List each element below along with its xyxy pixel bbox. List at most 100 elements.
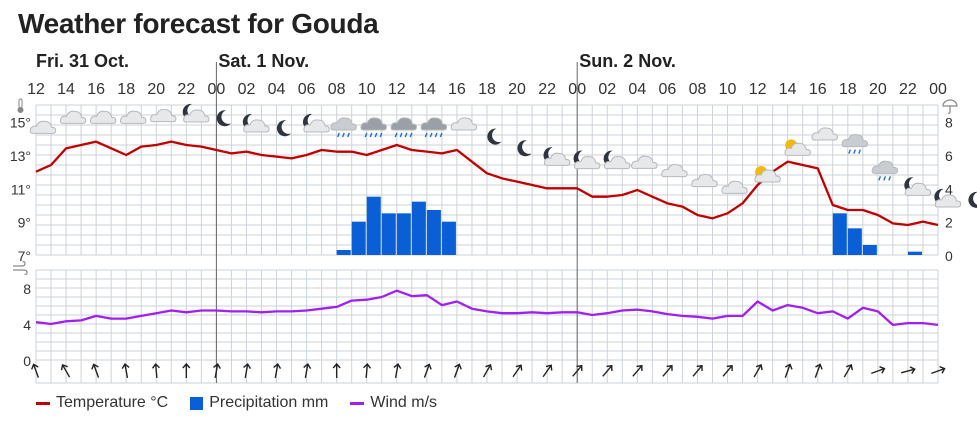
- hour-tick-label: 12: [388, 81, 406, 98]
- cloud-icon: [59, 110, 87, 124]
- day-label: Sun. 2 Nov.: [579, 51, 676, 71]
- cloud-shape: [754, 169, 781, 183]
- wind-arrow-head: [909, 366, 916, 374]
- wind-arrow-shaft: [61, 364, 71, 378]
- wind-icon-stroke: [13, 269, 28, 275]
- rain-drop: [853, 149, 856, 154]
- wind-arrow-shaft: [784, 364, 791, 378]
- legend-wind-swatch: [350, 401, 365, 405]
- cloud-shape: [721, 180, 748, 194]
- wind-arrow-head: [485, 364, 493, 371]
- wind-direction-arrow: [814, 363, 823, 378]
- wind-arrow-head: [121, 363, 130, 370]
- wind-line: [35, 289, 939, 327]
- rain-drop: [399, 132, 403, 138]
- hour-tick-label: 06: [298, 81, 316, 98]
- rain-drop: [434, 132, 438, 138]
- rain-drop: [369, 132, 373, 138]
- wind-arrow-shaft: [662, 365, 673, 377]
- wind-arrow-shaft: [572, 365, 583, 377]
- rain-drop: [379, 132, 383, 138]
- wind-arrow-shaft: [244, 363, 249, 379]
- wind-arrow-shaft: [482, 364, 492, 378]
- hour-tick-label: 00: [568, 81, 586, 98]
- wind-direction-arrow: [632, 364, 643, 377]
- rain-cloud-icon: [841, 134, 868, 154]
- wind-icon-stroke: [13, 261, 26, 267]
- legend-wind-label: Wind m/s: [370, 394, 438, 411]
- wind-direction-arrow: [393, 363, 402, 379]
- wind-tick-label: 4: [23, 317, 31, 333]
- thermometer-icon-body: [18, 98, 23, 109]
- hour-tick-label: 20: [508, 81, 526, 98]
- temp-tick-label: 15°: [10, 115, 31, 131]
- wind-arrow-shaft: [602, 365, 613, 377]
- wind-arrow-shaft: [722, 365, 733, 377]
- wind-arrow-shaft: [453, 364, 460, 378]
- cloud-shape: [543, 152, 571, 166]
- wind-direction-arrow: [453, 363, 462, 378]
- wind-arrow-head: [303, 363, 312, 370]
- precipitation-bar: [396, 213, 411, 255]
- hour-tick-label: 22: [177, 81, 195, 98]
- rain-drop: [878, 176, 882, 181]
- hour-tick-label: 12: [27, 81, 45, 98]
- wind-direction-arrow: [482, 364, 493, 378]
- wind-arrow-head: [151, 362, 160, 369]
- hour-tick-label: 18: [839, 81, 857, 98]
- wind-direction-arrow: [213, 363, 221, 379]
- rain-drop: [429, 132, 433, 138]
- wind-arrow-shaft: [692, 365, 703, 377]
- cloud-shape: [691, 174, 718, 188]
- cloud-shape: [243, 119, 270, 133]
- cloud-icon: [691, 174, 718, 188]
- sun-cloud-icon: [784, 139, 811, 156]
- wind-direction-arrow: [273, 363, 282, 379]
- cloud-icon: [450, 117, 478, 131]
- wind-direction-arrow: [931, 366, 946, 375]
- legend-precipitation: Precipitation mm: [190, 394, 328, 412]
- legend-temperature-swatch: [36, 401, 50, 405]
- moon-cloud-icon: [934, 188, 962, 208]
- hour-tick-label: 16: [809, 81, 827, 98]
- wind-arrow-head: [213, 363, 221, 370]
- hour-tick-label: 08: [328, 81, 346, 98]
- moon-icon: [216, 110, 231, 127]
- wind-direction-arrow: [722, 364, 733, 377]
- moon-icon: [517, 140, 532, 157]
- wind-arrow-shaft: [512, 364, 522, 378]
- heavy-rain-cloud-icon: [390, 117, 417, 138]
- cloud-shape: [330, 117, 357, 131]
- rain-drop: [364, 132, 368, 138]
- moon-cloud-icon: [904, 177, 932, 196]
- wind-arrow-shaft: [632, 365, 643, 377]
- moon-shape: [487, 128, 502, 145]
- wind-arrow-shaft: [304, 363, 309, 379]
- moon-cloud-icon: [543, 147, 571, 166]
- wind-direction-arrow: [182, 362, 191, 378]
- wind-direction-arrow: [871, 366, 886, 375]
- wind-arrow-head: [363, 362, 372, 369]
- umbrella-icon: [942, 99, 958, 114]
- legend-wind: Wind m/s: [350, 394, 437, 412]
- cloud-icon: [811, 127, 838, 141]
- rain-drop: [409, 132, 413, 138]
- cloud-shape: [871, 160, 899, 174]
- hour-tick-label: 10: [719, 81, 737, 98]
- hour-tick-label: 20: [147, 81, 165, 98]
- cloud-shape: [89, 110, 117, 124]
- precip-tick-label: 2: [945, 215, 953, 231]
- hour-tick-label: 14: [57, 81, 75, 98]
- wind-arrow-head: [815, 363, 823, 370]
- moon-icon: [968, 191, 977, 208]
- cloud-shape: [303, 119, 330, 133]
- precip-tick-label: 6: [945, 148, 953, 164]
- wind-direction-arrow: [332, 362, 341, 378]
- precipitation-bar: [366, 196, 381, 255]
- precipitation-bar: [847, 228, 862, 255]
- wind-direction-arrow: [151, 362, 160, 379]
- wind-arrow-head: [182, 362, 191, 369]
- moon-cloud-icon: [182, 103, 210, 123]
- wind-arrow-head: [454, 363, 462, 370]
- wind-arrow-shaft: [154, 363, 158, 379]
